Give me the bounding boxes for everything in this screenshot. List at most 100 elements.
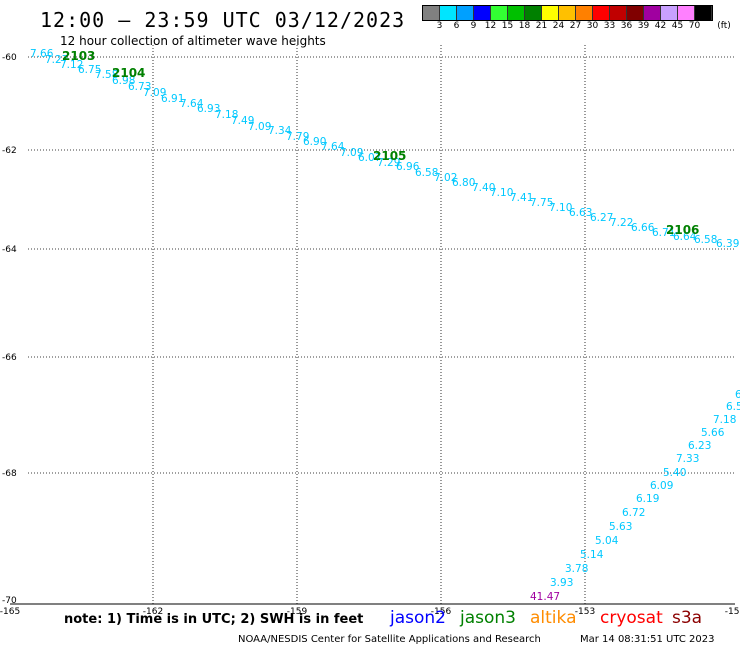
wave-height-label: 6.73 [128,81,151,93]
legend-label: 18 [518,21,531,31]
satellite-legend-item: jason3 [460,608,516,628]
legend-label: 70 [688,21,701,31]
legend-swatch [644,6,661,20]
wave-height-label: 7.10 [549,202,572,214]
wave-height-label: 6.27 [590,212,613,224]
wave-height-label: 6.09 [650,480,673,492]
legend-swatch [610,6,627,20]
legend-swatch [661,6,678,20]
lat-tick-label: -62 [2,146,17,156]
legend-swatch [508,6,525,20]
legend-label: 39 [637,21,650,31]
wave-height-label: 6.64 [673,231,697,243]
legend-swatch [525,6,542,20]
lat-tick-label: -68 [2,469,17,479]
wave-height-label: 7.18 [713,414,736,426]
time-marker-label: 2106 [666,223,699,237]
wave-height-label: 5.66 [701,427,725,439]
legend-label: 9 [470,21,477,31]
wave-height-label: 6.23 [688,440,711,452]
wave-height-label: 6.5 [726,401,740,413]
lon-tick-label: -150 [725,607,740,617]
wave-height-label: 7.29 [377,157,400,169]
wave-height-label: 7.34 [268,125,292,137]
legend-swatch [457,6,474,20]
lon-tick-label: -162 [143,607,163,617]
wave-height-label: 5.04 [595,535,619,547]
lat-tick-label: -60 [2,53,17,63]
wave-height-label: 6.72 [622,507,645,519]
wave-height-label: 6.80 [452,177,475,189]
wave-height-label: 6.93 [197,103,220,115]
generated-timestamp: Mar 14 08:31:51 UTC 2023 [580,634,715,645]
wave-height-label: 6 [735,389,740,401]
wave-height-label: 7.18 [215,109,238,121]
color-legend-labels: 3 6 9 12 15 18 21 24 27 30 33 36 39 42 45 70 (ft) [422,21,740,33]
credit-text: NOAA/NESDIS Center for Satellite Applica… [238,634,541,645]
legend-label: 30 [586,21,599,31]
wave-height-label: 7.79 [286,131,309,143]
wave-height-label: 7.33 [676,453,699,465]
wave-height-label: 7.10 [490,187,513,199]
lon-tick-label: -159 [287,607,308,617]
page-title: 12:00 – 23:59 UTC 03/12/2023 [40,8,406,32]
wave-height-label: 7.09 [248,121,271,133]
wave-height-label: 6.75 [78,64,101,76]
legend-swatch [440,6,457,20]
legend-swatch [423,6,440,20]
wave-height-label: 6.71 [652,227,675,239]
lat-tick-label: -64 [2,245,17,255]
wave-height-label: 6.66 [631,222,655,234]
wave-height-label: 6.58 [415,167,438,179]
legend-label: 6 [453,21,460,31]
legend-unit: (ft) [717,21,731,31]
footer-note: note: 1) Time is in UTC; 2) SWH is in fe… [64,612,364,627]
wave-height-label: 5.63 [609,521,632,533]
wave-height-label: 7.41 [510,192,533,204]
legend-swatch [678,6,695,20]
legend-label: 33 [603,21,616,31]
wave-height-label: 6.19 [636,493,659,505]
time-marker-label: 2104 [112,66,145,80]
time-marker-label: 2103 [62,49,95,63]
legend-swatch [559,6,576,20]
satellite-legend-item: s3a [672,608,703,628]
wave-height-label: 7.40 [472,182,495,194]
wave-height-label: 6.07 [358,152,381,164]
time-marker-label: 2105 [373,149,406,163]
wave-height-label: 5.40 [663,467,686,479]
lat-tick-label: -70 [2,596,17,606]
wave-height-label: 7.64 [321,141,345,153]
lon-tick-label: -165 [0,607,20,617]
legend-swatch [474,6,491,20]
satellite-legend-item: jason2 [390,608,446,628]
wave-height-label: 3.93 [550,577,573,589]
wave-height-label: 7.12 [60,59,83,71]
wave-height-label: 7.66 [30,48,54,60]
wave-height-label: 6.58 [694,234,717,246]
wave-height-label: 7.22 [610,217,633,229]
legend-swatch [542,6,559,20]
legend-label: 15 [501,21,514,31]
wave-height-label: 6.39 [716,238,739,250]
wave-height-label: 3.78 [565,563,588,575]
wave-height-label: 7.09 [340,147,363,159]
satellite-legend-item: cryosat [600,608,663,628]
legend-label: 3 [436,21,443,31]
legend-label: 45 [671,21,684,31]
wave-height-label: 7.27 [45,54,68,66]
satellite-legend-item: altika [530,608,577,628]
wave-height-label: 6.90 [303,136,326,148]
wave-height-label: 7.49 [231,115,254,127]
lon-tick-label: -153 [575,607,595,617]
wave-height-label: 6.91 [161,93,184,105]
lat-tick-label: -66 [2,353,17,363]
legend-label: 12 [484,21,497,31]
legend-swatch [593,6,610,20]
wave-height-label: 7.58 [95,69,118,81]
legend-swatch [695,6,712,20]
wave-height-label: 6.98 [112,75,135,87]
wave-height-label: 41.47 [530,591,560,603]
legend-label: 42 [654,21,667,31]
